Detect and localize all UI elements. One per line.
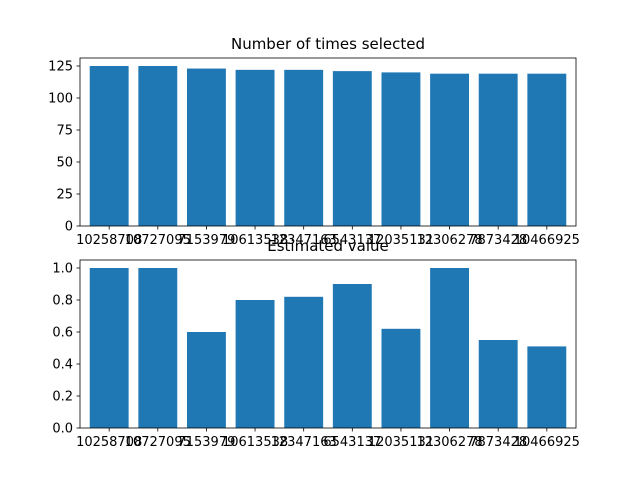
y-tick-label: 0 bbox=[65, 220, 73, 235]
y-tick-label: 0.4 bbox=[52, 358, 73, 373]
x-tick-label: 12347163 bbox=[271, 435, 337, 450]
bar-6543137 bbox=[332, 284, 372, 428]
x-tick-label: 10466925 bbox=[514, 233, 580, 248]
x-tick-label: 7153979 bbox=[177, 435, 235, 450]
bar-10466925 bbox=[527, 346, 567, 428]
x-tick-label: 12035131 bbox=[368, 233, 434, 248]
y-tick-label: 0.6 bbox=[52, 326, 73, 341]
axes-frame bbox=[79, 57, 577, 227]
bar-10258708 bbox=[89, 66, 129, 226]
axes-frame bbox=[79, 259, 577, 429]
x-tick-label: 12306278 bbox=[416, 233, 482, 248]
bar-7873428 bbox=[478, 73, 518, 227]
x-tick-label: 12306278 bbox=[416, 435, 482, 450]
chart-2: 0.0 0.2 0.4 0.6 0.8 1.0 1025870810727095715397… bbox=[52, 237, 580, 450]
bar-10727095 bbox=[138, 66, 178, 226]
bar-12306278 bbox=[430, 73, 470, 227]
bar-7153979 bbox=[186, 68, 226, 226]
x-tick-label: 7873428 bbox=[469, 435, 527, 450]
x-tick-label: 12035131 bbox=[368, 435, 434, 450]
x-tick-label: 10258708 bbox=[76, 435, 142, 450]
bar-10258708 bbox=[89, 268, 129, 428]
bar-10466925 bbox=[527, 73, 567, 227]
x-tick-label: 10258708 bbox=[76, 233, 142, 248]
y-tick-label: 0.0 bbox=[52, 422, 73, 437]
bar-6543137 bbox=[332, 71, 372, 227]
bar-7873428 bbox=[478, 340, 518, 428]
bar-12347163 bbox=[284, 296, 324, 428]
x-tick-label: 6543137 bbox=[323, 233, 381, 248]
x-tick-label: 7873428 bbox=[469, 233, 527, 248]
y-tick-label: 125 bbox=[48, 60, 73, 75]
x-tick-label: 10727095 bbox=[125, 233, 191, 248]
x-tick-label: 7153979 bbox=[177, 233, 235, 248]
bar-12035131 bbox=[381, 72, 421, 227]
bar-10613538 bbox=[235, 300, 275, 428]
bar-10727095 bbox=[138, 268, 178, 428]
x-tick-label: 10466925 bbox=[514, 435, 580, 450]
y-tick-label: 0.8 bbox=[52, 294, 73, 309]
y-tick-label: 0.2 bbox=[52, 390, 73, 405]
y-tick-label: 25 bbox=[56, 188, 73, 203]
bar-7153979 bbox=[186, 332, 226, 428]
bar-12347163 bbox=[284, 69, 324, 226]
x-tick-label: 10727095 bbox=[125, 435, 191, 450]
x-tick-label: 10613538 bbox=[222, 435, 288, 450]
x-tick-label: 10613538 bbox=[222, 233, 288, 248]
y-tick-label: 75 bbox=[56, 124, 73, 139]
x-tick-label: 12347163 bbox=[271, 233, 337, 248]
chart-1: 0 25 50 75 100 125 102587081072709571539791061… bbox=[48, 35, 580, 248]
bar-10613538 bbox=[235, 69, 275, 226]
x-tick-label: 6543137 bbox=[323, 435, 381, 450]
chart-title: Estimated value bbox=[267, 237, 389, 255]
y-tick-label: 1.0 bbox=[52, 262, 73, 277]
y-tick-label: 100 bbox=[48, 92, 73, 107]
bar-12035131 bbox=[381, 328, 421, 428]
bar-12306278 bbox=[430, 268, 470, 428]
chart-title: Number of times selected bbox=[231, 35, 425, 53]
y-tick-label: 50 bbox=[56, 156, 73, 171]
